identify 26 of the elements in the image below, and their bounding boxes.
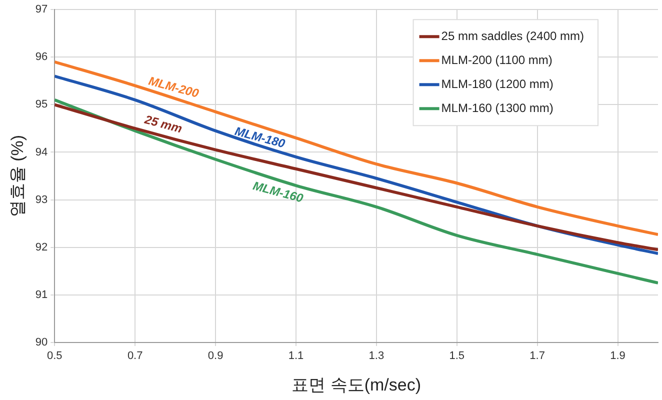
annotation: MLM-200 (147, 74, 201, 101)
legend-label: MLM-180 (1200 mm) (441, 76, 554, 91)
y-tick-label: 96 (35, 51, 48, 64)
y-tick-label: 94 (35, 146, 48, 158)
legend-label: 25 mm saddles (2400 mm) (441, 28, 584, 43)
y-tick-label: 97 (35, 4, 48, 16)
x-tick-label: 1.5 (449, 350, 465, 362)
y-tick-label: 90 (35, 336, 48, 348)
line-series (54, 103, 658, 252)
annotation: 25 mm (142, 112, 184, 136)
y-tick-label: 91 (35, 288, 48, 301)
x-tick-label: 1.1 (288, 350, 304, 362)
x-tick-label: 0.5 (46, 350, 62, 362)
y-axis-title: 열효율 (%) (8, 134, 27, 218)
x-tick-label: 0.7 (127, 350, 143, 362)
x-tick-label: 0.9 (208, 350, 224, 362)
legend-label: MLM-160 (1300 mm) (441, 100, 554, 115)
x-tick-label: 1.3 (368, 350, 384, 362)
x-tick-label: 1.9 (610, 350, 626, 362)
y-tick-label: 92 (35, 241, 48, 254)
line-series (54, 98, 658, 284)
x-axis-title: 표면 속도(m/sec) (292, 375, 422, 394)
legend-label: MLM-200 (1100 mm) (441, 52, 552, 67)
x-tick-label: 1.7 (530, 350, 545, 362)
y-tick-label: 93 (35, 194, 48, 206)
y-tick-label: 95 (35, 98, 48, 111)
